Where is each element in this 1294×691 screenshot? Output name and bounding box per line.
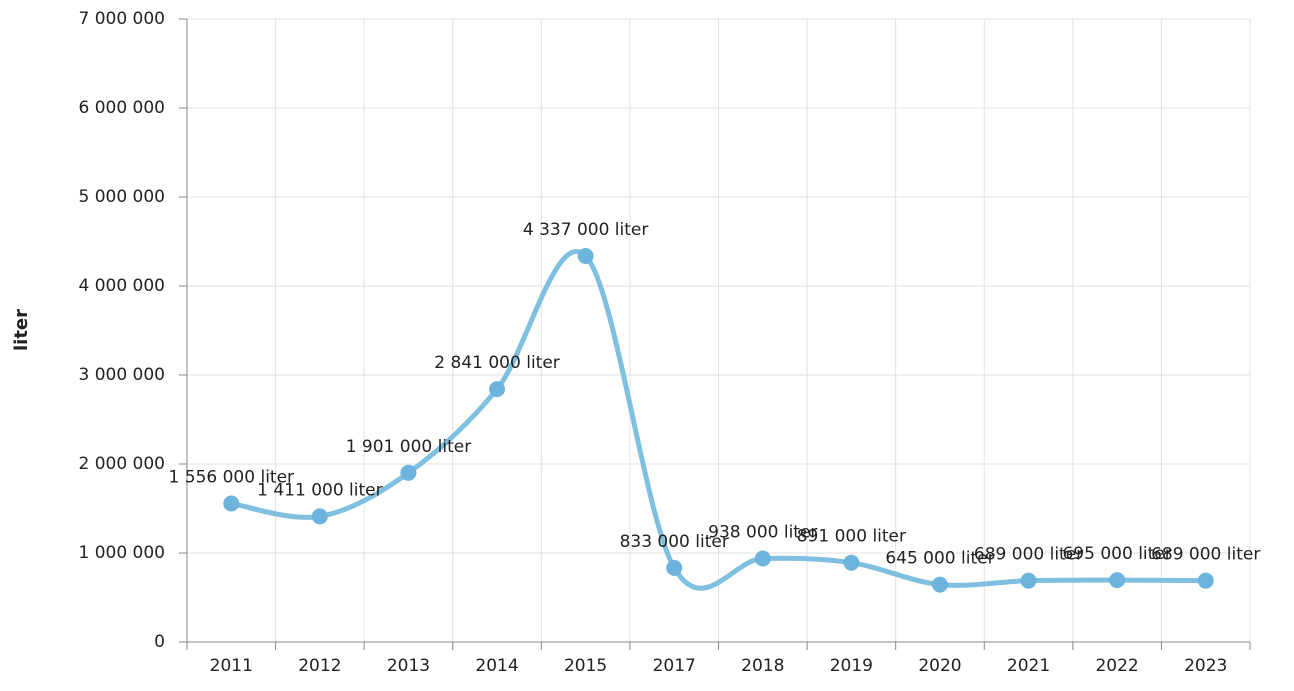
x-tick-label: 2018 [741, 656, 784, 676]
y-tick-label: 5 000 000 [78, 187, 165, 207]
data-label: 891 000 liter [797, 527, 906, 547]
x-tick-label: 2017 [653, 656, 696, 676]
y-tick-label: 2 000 000 [78, 454, 165, 474]
y-tick-label: 7 000 000 [78, 9, 165, 29]
point [1109, 572, 1126, 589]
data-label: 695 000 liter [1062, 544, 1171, 564]
x-tick-label: 2015 [564, 656, 607, 676]
y-axis-label: liter [11, 309, 32, 351]
x-tick-label: 2023 [1184, 656, 1227, 676]
data-label: 4 337 000 liter [523, 220, 648, 240]
y-tick-label: 1 000 000 [78, 543, 165, 563]
x-tick-label: 2019 [830, 656, 873, 676]
point [843, 554, 860, 571]
point [223, 495, 240, 512]
point [1197, 572, 1214, 589]
x-tick-label: 2013 [387, 656, 430, 676]
y-tick-label: 4 000 000 [78, 276, 165, 296]
data-label: 1 411 000 liter [257, 480, 382, 500]
y-tick-label: 6 000 000 [78, 98, 165, 118]
x-tick-label: 2021 [1007, 656, 1050, 676]
x-tick-label: 2020 [918, 656, 961, 676]
x-tick-label: 2022 [1095, 656, 1138, 676]
data-label: 938 000 liter [708, 523, 817, 543]
data-label: 689 000 liter [974, 545, 1083, 565]
point [1020, 572, 1037, 589]
point [311, 508, 328, 525]
data-label: 2 841 000 liter [434, 353, 559, 373]
point [577, 248, 594, 265]
data-label: 833 000 liter [620, 532, 729, 552]
x-tick-label: 2012 [298, 656, 341, 676]
data-label: 645 000 liter [885, 549, 994, 569]
point [400, 464, 417, 481]
point [754, 550, 771, 567]
x-tick-label: 2011 [210, 656, 253, 676]
point [931, 576, 948, 593]
data-label: 1 901 000 liter [346, 437, 471, 457]
data-label: 689 000 liter [1151, 545, 1260, 565]
y-tick-label: 0 [154, 632, 165, 652]
data-label: 1 556 000 liter [169, 468, 294, 488]
point [489, 381, 506, 398]
y-tick-label: 3 000 000 [78, 365, 165, 385]
point [666, 559, 683, 576]
x-tick-label: 2014 [475, 656, 518, 676]
